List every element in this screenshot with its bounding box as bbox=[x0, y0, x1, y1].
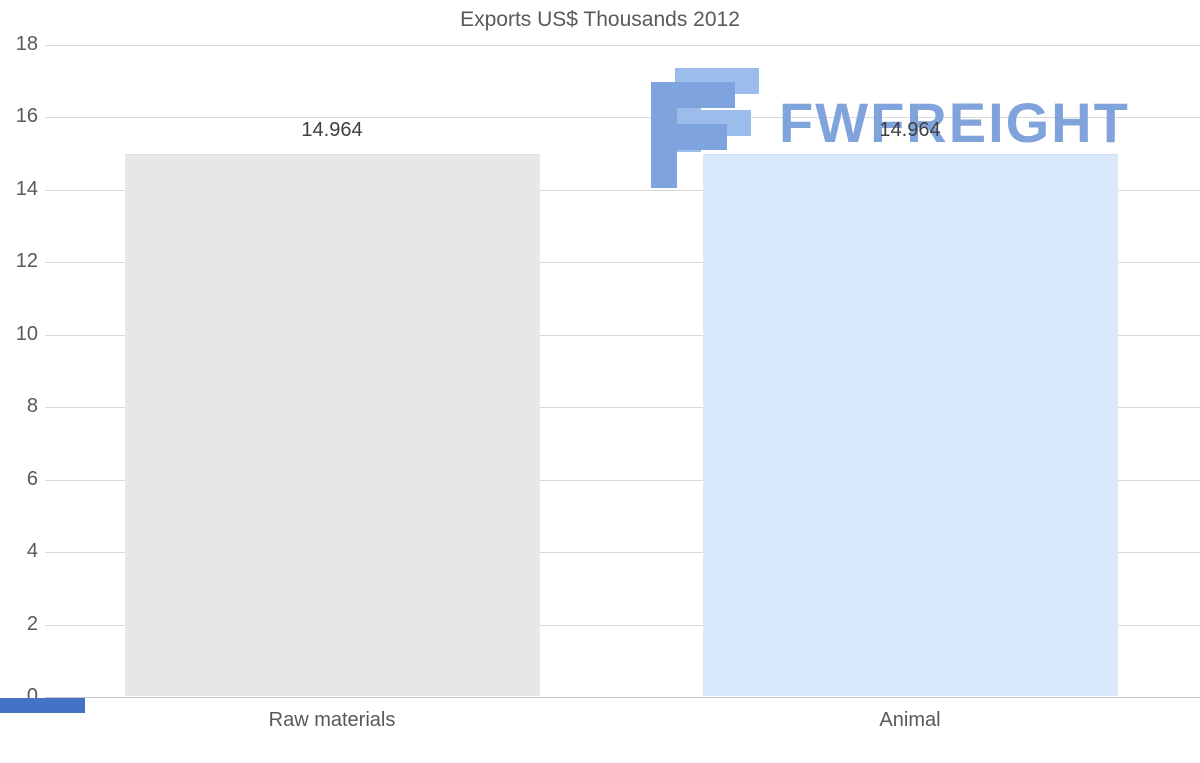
y-axis-tick-label: 8 bbox=[26, 395, 38, 418]
bar-value-label: 14.964 bbox=[301, 118, 363, 141]
gridline bbox=[45, 334, 1200, 336]
y-axis-tick-label: 4 bbox=[26, 540, 38, 563]
gridline bbox=[45, 117, 1200, 119]
bar-value-label: 14.964 bbox=[879, 118, 941, 141]
y-axis-tick-label: 2 bbox=[26, 612, 38, 635]
gridline bbox=[45, 407, 1200, 409]
y-axis-tick-label: 12 bbox=[15, 250, 38, 273]
gridline bbox=[45, 552, 1200, 554]
bar-animal bbox=[702, 153, 1118, 696]
x-axis-category-label: Animal bbox=[879, 709, 941, 731]
plot-area: 0 2 4 6 8 10 12 14 16 18 14.964 Raw materials 14.964… bbox=[16, 33, 1200, 731]
chart-title: Exports US$ Thousands 2012 bbox=[460, 8, 740, 31]
gridline bbox=[45, 624, 1200, 626]
bar-raw-materials bbox=[124, 153, 540, 696]
gridline bbox=[45, 479, 1200, 481]
gridline bbox=[45, 45, 1200, 46]
y-axis-tick-label: 10 bbox=[15, 322, 38, 345]
x-axis-category-label: Raw materials bbox=[268, 709, 396, 731]
y-axis-tick-label: 18 bbox=[15, 33, 38, 55]
y-axis-tick-label: 0 bbox=[26, 685, 38, 707]
y-axis-tick-label: 6 bbox=[26, 467, 38, 490]
bottom-left-accent bbox=[0, 698, 85, 713]
gridline bbox=[45, 262, 1200, 264]
gridline bbox=[45, 697, 1200, 698]
gridline bbox=[45, 189, 1200, 191]
y-axis-tick-label: 16 bbox=[15, 105, 38, 128]
y-axis-tick-label: 14 bbox=[15, 177, 38, 200]
